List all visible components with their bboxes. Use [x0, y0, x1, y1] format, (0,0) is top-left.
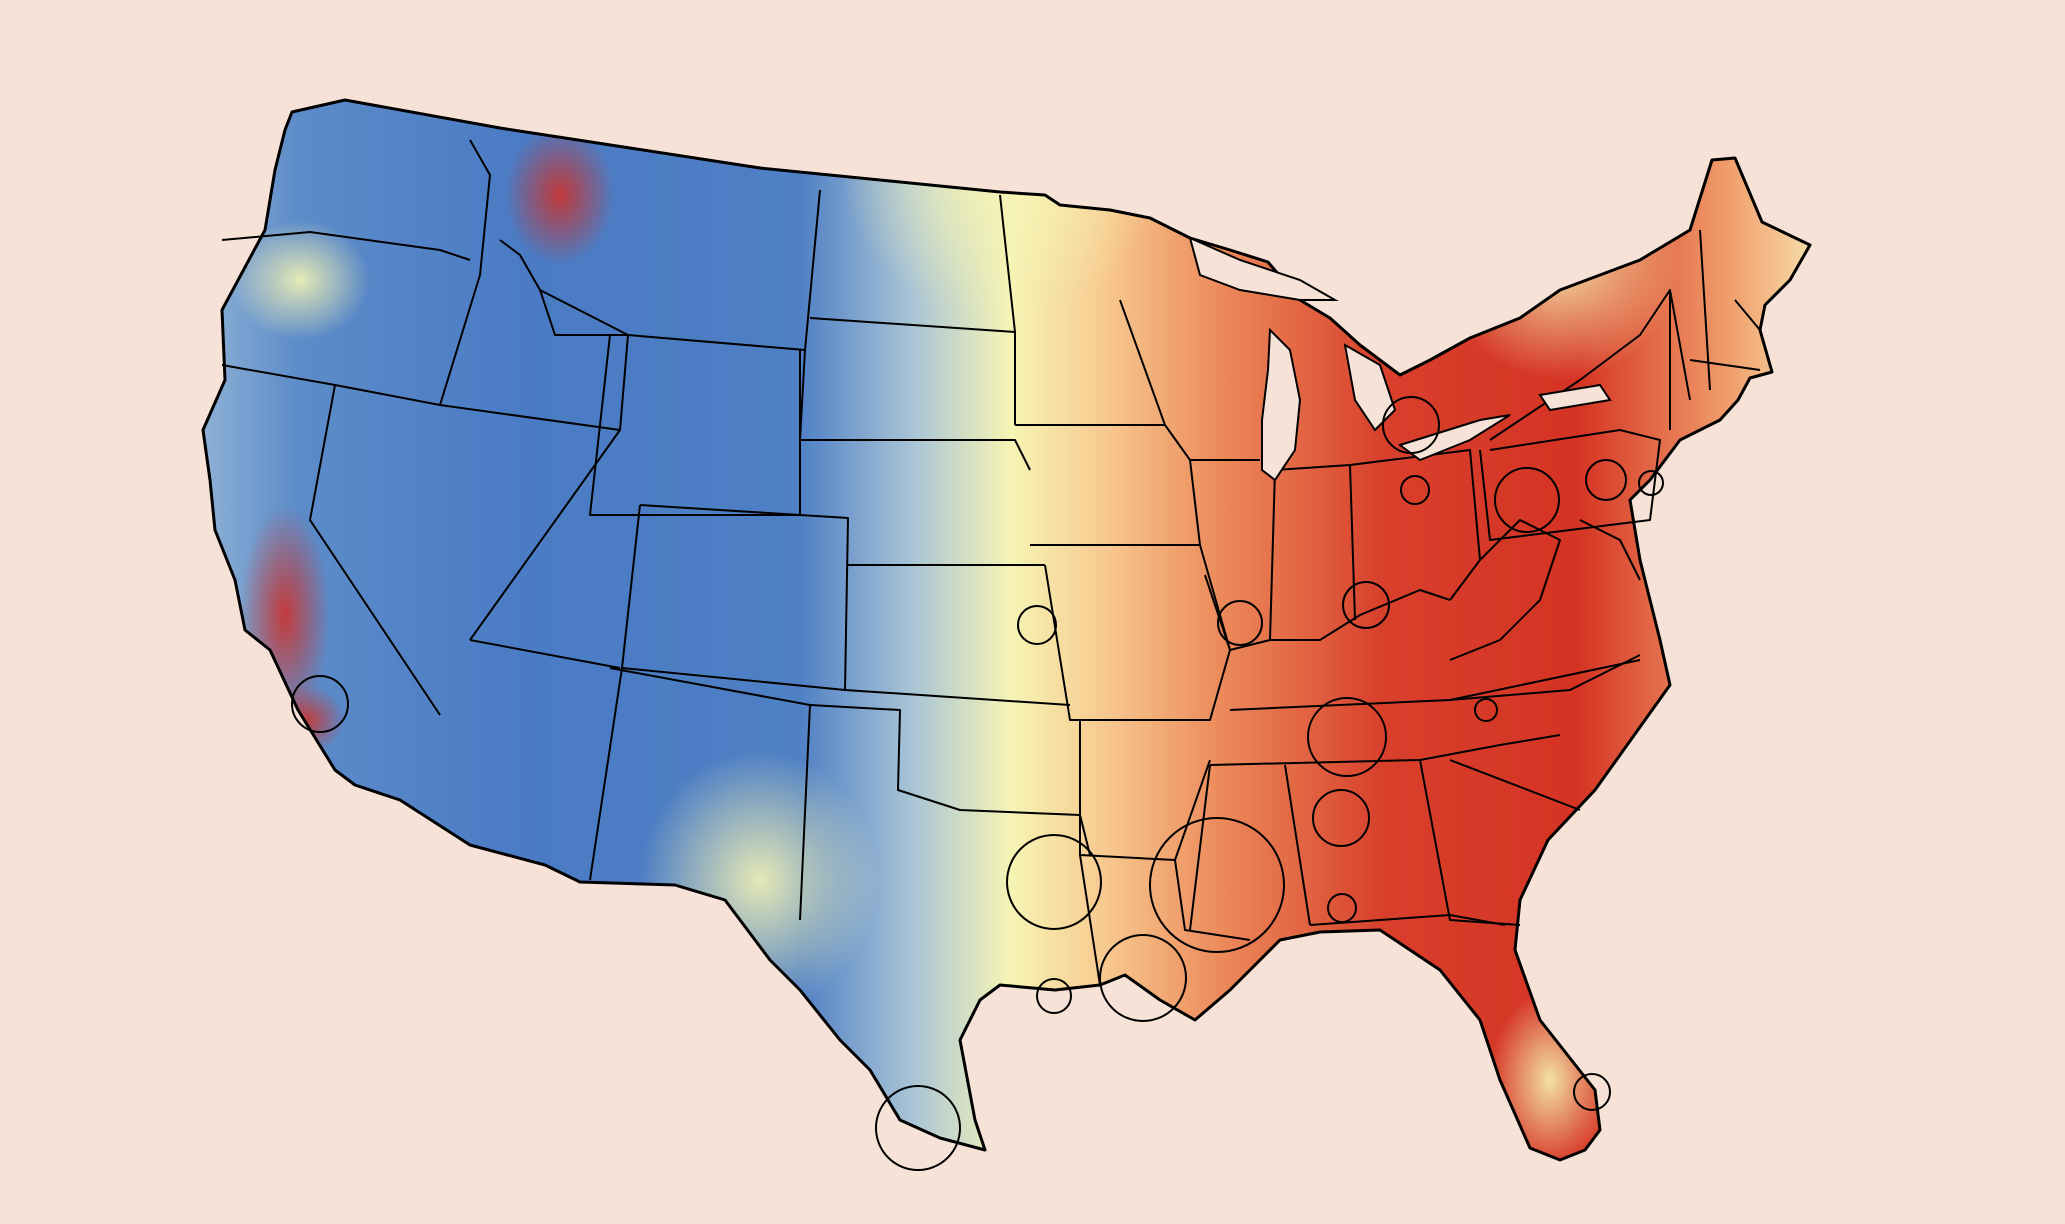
- boundary-il: [1189, 459, 1276, 651]
- boundary-wi: [1119, 299, 1260, 461]
- marker-circle: [875, 1085, 961, 1171]
- boundary-mo: [1044, 564, 1231, 721]
- hotspot-northern-rockies: [505, 125, 615, 265]
- lake-ontario: [1538, 383, 1612, 412]
- circle-markers: [291, 396, 1664, 1171]
- marker-circle: [1494, 467, 1560, 533]
- boundary-la: [1079, 854, 1251, 986]
- marker-circle: [1312, 789, 1370, 847]
- boundary-ga-fl: [1309, 914, 1506, 926]
- boundary-ms-al: [1189, 764, 1311, 931]
- marker-circle: [1006, 834, 1102, 930]
- boundary-wv-va: [1449, 519, 1561, 661]
- boundary-pa: [1479, 429, 1661, 541]
- marker-circle: [1036, 978, 1072, 1014]
- us-coastline: [201, 98, 1812, 1162]
- marker-circle: [1638, 470, 1664, 496]
- marker-circle: [1327, 893, 1357, 923]
- us-landmass: [203, 100, 1810, 1160]
- yellow-northern-plains: [840, 100, 1160, 320]
- boundary-new-england: [1669, 229, 1761, 401]
- marker-circle: [1573, 1073, 1611, 1111]
- boundary-ar: [1079, 720, 1211, 861]
- yellow-new-england: [1440, 140, 1680, 380]
- boundary-tn-south: [1209, 734, 1561, 766]
- boundary-mt-south: [539, 289, 806, 351]
- boundary-idaho: [439, 139, 629, 431]
- boundary-ut-az: [469, 429, 621, 669]
- boundary-in-oh: [1274, 449, 1481, 621]
- marker-circle: [1017, 605, 1057, 645]
- marker-circle: [1474, 698, 1498, 722]
- marker-circle: [1149, 817, 1285, 953]
- lake-michigan: [1261, 327, 1302, 482]
- boundary-wa-or: [221, 231, 471, 261]
- boundary-va-nc: [1449, 659, 1641, 701]
- boundary-nd-sd: [809, 317, 1016, 333]
- boundary-ky-tn: [1229, 654, 1641, 711]
- lake-superior: [1188, 236, 1339, 301]
- boundary-ky-north: [1270, 589, 1451, 641]
- boundary-sd-ne: [800, 439, 1031, 471]
- marker-circle: [1342, 581, 1390, 629]
- boundary-ca-nv: [309, 384, 441, 716]
- marker-circle: [1585, 459, 1627, 501]
- boundary-md-de: [1579, 519, 1641, 581]
- boundary-mn-west: [999, 194, 1016, 425]
- yellow-west-texas: [640, 750, 880, 1010]
- marker-circle: [1307, 697, 1387, 777]
- boundary-ks-ok: [844, 689, 1071, 706]
- marker-circle: [1099, 934, 1187, 1022]
- map-body: [201, 98, 1812, 1162]
- marker-circle: [1400, 475, 1430, 505]
- marker-circle: [1217, 600, 1263, 646]
- boundary-wy: [589, 334, 801, 516]
- yellow-oregon-coast: [230, 220, 370, 340]
- lake-huron: [1343, 343, 1397, 432]
- boundary-ok-tx: [809, 704, 1091, 856]
- state-boundaries: [221, 139, 1761, 986]
- boundary-az-nm: [589, 667, 623, 881]
- boundary-co: [621, 504, 849, 691]
- boundary-ut-east: [621, 504, 641, 669]
- marker-circle: [291, 675, 349, 733]
- marker-circle: [1382, 396, 1440, 454]
- boundary-nd-sd-mt-east: [799, 189, 821, 441]
